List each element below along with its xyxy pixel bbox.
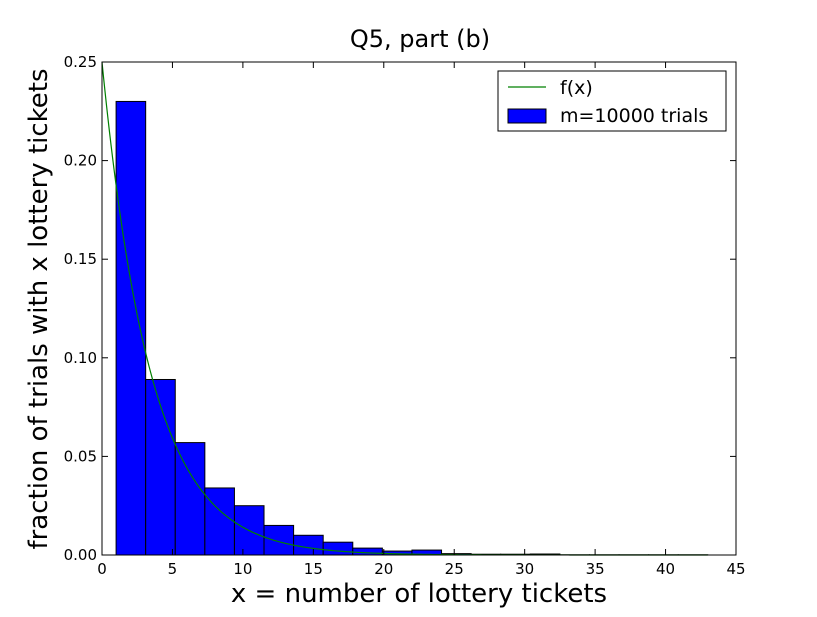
x-tick-label-7: 35 <box>586 560 605 578</box>
histogram-bar-5 <box>263 524 295 556</box>
legend-bar-swatch <box>507 108 547 124</box>
x-tick-label-0: 0 <box>97 560 107 578</box>
histogram-bars <box>115 100 709 556</box>
x-tick-label-1: 5 <box>168 560 178 578</box>
x-tick-label-3: 15 <box>304 560 323 578</box>
y-axis-label: fraction of trials with x lottery ticket… <box>24 68 54 549</box>
y-tick-label-4: 0.20 <box>64 152 97 170</box>
x-tick-label-8: 40 <box>656 560 675 578</box>
histogram-bar-7 <box>322 541 354 556</box>
x-axis-ticks: 0 5 10 15 20 25 30 35 40 45 <box>97 62 746 578</box>
legend-label-fx: f(x) <box>560 77 593 99</box>
y-tick-label-2: 0.10 <box>64 349 97 367</box>
x-tick-label-6: 30 <box>515 560 534 578</box>
chart-title: Q5, part (b) <box>350 25 490 53</box>
legend-label-trials: m=10000 trials <box>560 105 708 127</box>
histogram-bar-0 <box>115 100 147 556</box>
histogram-bar-8 <box>352 547 383 556</box>
histogram-bar-2 <box>174 442 206 556</box>
y-axis-ticks: 0.00 0.05 0.10 0.15 0.20 0.25 <box>64 53 736 564</box>
plot-frame <box>101 61 737 556</box>
y-tick-label-5: 0.25 <box>64 53 97 71</box>
y-tick-label-1: 0.05 <box>64 447 97 465</box>
x-tick-label-9: 45 <box>726 560 745 578</box>
histogram-bar-3 <box>204 487 235 556</box>
histogram-bar-6 <box>293 534 324 556</box>
x-axis-label: x = number of lottery tickets <box>231 579 607 609</box>
x-tick-label-2: 10 <box>233 560 252 578</box>
histogram-bar-1 <box>145 378 176 556</box>
x-tick-label-5: 25 <box>445 560 464 578</box>
y-tick-label-3: 0.15 <box>64 250 97 268</box>
legend: f(x) m=10000 trials <box>497 70 727 132</box>
y-tick-label-0: 0.00 <box>64 546 97 564</box>
x-tick-label-4: 20 <box>374 560 393 578</box>
